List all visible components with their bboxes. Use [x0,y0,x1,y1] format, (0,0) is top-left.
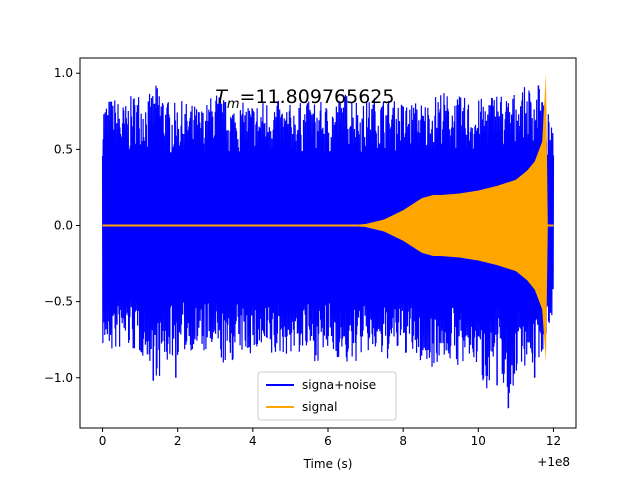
x-tick-label-3: 6 [324,434,332,448]
x-tick-label-4: 8 [399,434,407,448]
y-axis: −1.0 −0.5 0.0 0.5 1.0 [44,66,80,385]
x-tick-label-1: 2 [174,434,182,448]
y-tick-label-3: 0.5 [54,142,73,156]
x-axis: 0 2 4 6 8 10 12 [99,428,561,448]
series-signal-envelope [102,73,554,363]
y-tick-label-4: 1.0 [54,66,73,80]
x-axis-label: Time (s) [303,457,353,471]
series-layer [101,73,555,409]
plot-area [101,73,555,409]
annotation-subscript: m [227,97,240,112]
y-tick-label-1: −0.5 [44,295,73,309]
x-tick-label-0: 0 [99,434,107,448]
legend: signa+noise signal [257,371,397,421]
tm-annotation: Tm=11.809765625 [215,86,394,112]
legend-label-signal: signal [302,400,338,414]
annotation-symbol: T [215,86,228,108]
legend-label-signa-noise: signa+noise [302,378,376,392]
y-tick-label-0: −1.0 [44,371,73,385]
x-tick-label-2: 4 [249,434,257,448]
x-tick-label-5: 10 [471,434,486,448]
x-tick-label-6: 12 [546,434,561,448]
x-offset-label: +1e8 [537,455,570,469]
series-signa-noise-band [102,138,554,336]
y-tick-label-2: 0.0 [54,218,73,232]
annotation-value: =11.809765625 [240,86,395,108]
